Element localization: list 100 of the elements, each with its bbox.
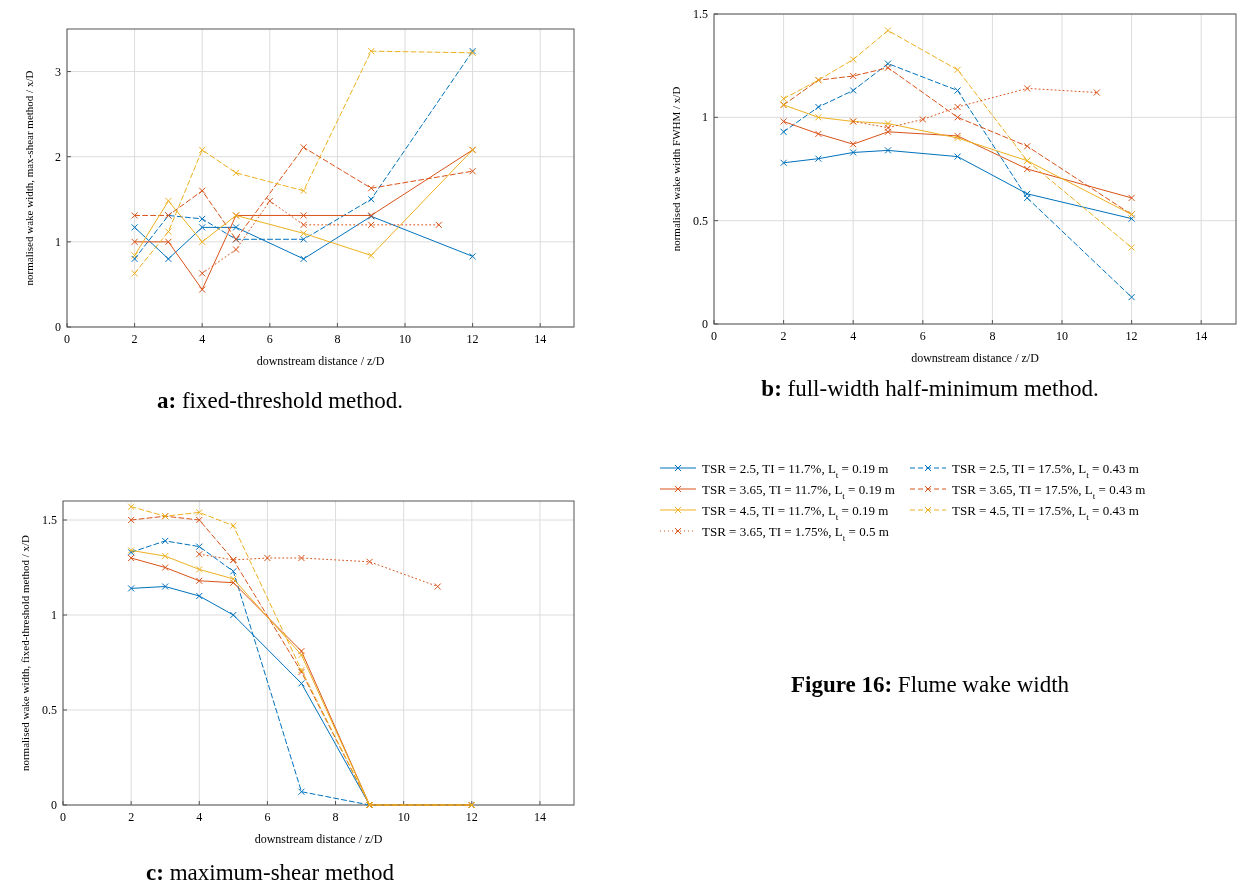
point <box>300 255 308 263</box>
point <box>469 252 477 260</box>
point <box>1128 244 1136 252</box>
point <box>300 143 308 151</box>
x-tick-label: 0 <box>711 329 717 343</box>
x-tick-label: 8 <box>332 810 339 824</box>
point <box>814 130 822 138</box>
y-tick-label: 1.5 <box>42 513 57 527</box>
x-axis-title: downstream distance / z/D <box>911 351 1040 365</box>
legend-label: TSR = 3.65, TI = 1.75%, L$_{t}$ = 0.5 m <box>702 523 889 543</box>
point <box>884 60 892 68</box>
y-axis-title: normalised wake width, fixed-threshold method / x/D <box>19 534 31 772</box>
point <box>814 103 822 111</box>
point <box>297 554 305 562</box>
point <box>780 95 788 103</box>
x-tick-label: 8 <box>989 329 996 343</box>
point <box>814 155 822 163</box>
point <box>232 169 240 177</box>
point <box>849 55 857 63</box>
point <box>849 140 857 148</box>
point <box>1128 194 1136 202</box>
point <box>161 552 169 560</box>
y-tick-label: 0.5 <box>42 703 57 717</box>
point <box>884 124 892 132</box>
x-tick-label: 14 <box>533 810 546 824</box>
point <box>195 550 203 558</box>
point <box>435 221 443 229</box>
point <box>161 537 169 545</box>
point <box>434 583 442 590</box>
x-tick-label: 12 <box>466 332 479 346</box>
point <box>131 251 139 259</box>
point <box>1023 165 1031 173</box>
point <box>232 223 240 231</box>
point <box>1128 293 1136 301</box>
point <box>300 187 308 195</box>
x-tick-label: 6 <box>919 329 926 343</box>
point <box>198 146 206 154</box>
x-tick-label: 10 <box>1056 329 1068 343</box>
point <box>164 238 172 246</box>
point <box>131 255 139 263</box>
point <box>367 221 375 229</box>
point <box>297 651 305 659</box>
point <box>954 153 962 161</box>
point <box>131 238 139 246</box>
x-axis-title: downstream distance / z/D <box>256 354 385 368</box>
x-tick-label: 2 <box>128 810 135 824</box>
legend-label: TSR = 2.5, TI = 11.7%, L$_{t}$ = 0.19 m <box>702 460 889 480</box>
point <box>849 148 857 156</box>
y-tick-label: 2 <box>55 149 61 164</box>
point <box>469 167 477 175</box>
x-tick-label: 10 <box>397 810 410 824</box>
x-axis-title: downstream distance / z/D <box>254 832 383 846</box>
point <box>263 554 271 562</box>
point <box>1023 142 1031 150</box>
point <box>814 113 822 121</box>
point <box>884 146 892 154</box>
point <box>195 508 203 516</box>
point <box>198 215 206 223</box>
point <box>229 567 237 575</box>
y-tick-label: 3 <box>55 64 61 79</box>
y-tick-label: 0 <box>51 798 57 812</box>
point <box>297 679 305 687</box>
point <box>300 221 308 229</box>
point <box>195 592 203 600</box>
point <box>229 522 237 530</box>
point <box>164 255 172 263</box>
x-tick-label: 2 <box>780 329 787 343</box>
point <box>127 503 135 511</box>
point <box>849 72 857 80</box>
x-tick-label: 10 <box>399 332 411 346</box>
legend-label: TSR = 4.5, TI = 11.7%, L$_{t}$ = 0.19 m <box>702 502 889 522</box>
x-tick-label: 4 <box>199 332 206 346</box>
point <box>198 187 206 195</box>
point <box>229 611 237 619</box>
x-tick-label: 12 <box>1125 329 1138 343</box>
legend-label: TSR = 2.5, TI = 17.5%, L$_{t}$ = 0.43 m <box>952 460 1139 480</box>
point <box>195 565 203 573</box>
x-tick-label: 14 <box>534 332 547 346</box>
point <box>367 195 375 203</box>
y-tick-label: 1 <box>51 608 57 622</box>
x-tick-label: 14 <box>1195 329 1208 343</box>
legend-label: TSR = 3.65, TI = 11.7%, L$_{t}$ = 0.19 m <box>702 481 895 501</box>
point <box>266 197 274 205</box>
point <box>300 229 308 237</box>
point <box>884 120 892 128</box>
point <box>164 228 172 236</box>
text: c: maximum-shear method <box>146 860 395 885</box>
point <box>367 47 375 55</box>
point <box>780 117 788 125</box>
point <box>131 223 139 231</box>
caption: Figure 16: Flume wake width <box>790 672 1070 697</box>
y-axis-title: normalised wake width FWHM / x/D <box>670 86 682 252</box>
point <box>1023 84 1031 92</box>
point <box>131 211 139 219</box>
point <box>127 516 135 524</box>
point <box>198 223 206 231</box>
point <box>780 128 788 136</box>
x-tick-label: 2 <box>131 332 138 346</box>
point <box>849 86 857 94</box>
point <box>300 211 308 219</box>
